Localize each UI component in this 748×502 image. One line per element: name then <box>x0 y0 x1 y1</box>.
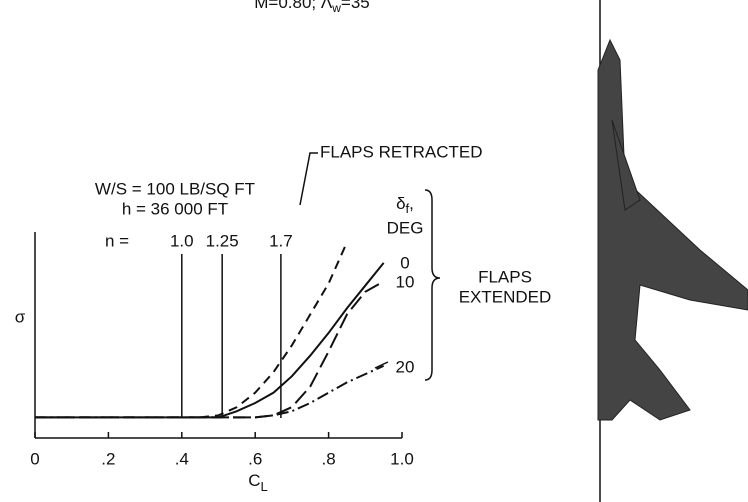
x-label-subscript: L <box>261 479 268 494</box>
series-label: 10 <box>396 272 415 291</box>
flap-text: , <box>409 194 414 213</box>
flaps-extended-label: FLAPS <box>478 267 532 286</box>
flap-subscript: f <box>406 201 410 216</box>
flap-unit: DEG <box>387 218 424 237</box>
title-subscript: w <box>331 1 341 15</box>
y-axis-label: σ <box>15 307 26 326</box>
condition: W/S = 100 LB/SQ FT <box>95 179 255 198</box>
x-tick-label: .6 <box>248 449 262 468</box>
chart-title: M=0.80; Λw=35 <box>254 0 370 15</box>
series-label: 20 <box>396 357 415 376</box>
flaps-extended-label: EXTENDED <box>459 287 552 306</box>
reference-label: 1.7 <box>269 231 293 250</box>
series-label: FLAPS RETRACTED <box>320 142 482 161</box>
x-tick-label: 1.0 <box>390 449 414 468</box>
brace <box>424 189 441 381</box>
flap-header: δf, <box>396 194 414 216</box>
x-axis-label: CL <box>248 471 268 494</box>
x-tick-label: .4 <box>175 449 189 468</box>
n-label: n = <box>105 231 129 250</box>
reference-label: 1.0 <box>170 231 194 250</box>
condition: h = 36 000 FT <box>122 199 228 218</box>
series-line <box>35 241 348 419</box>
leader-line <box>299 152 318 206</box>
aircraft-silhouette <box>597 38 748 421</box>
reference-label: 1.25 <box>206 231 239 250</box>
series-label: 0 <box>400 253 409 272</box>
x-tick-label: 0 <box>30 449 39 468</box>
title-text: M=0.80; Λ <box>254 0 333 12</box>
title-text: =35 <box>341 0 370 12</box>
flap-symbol: δ <box>396 194 405 213</box>
leader-line <box>374 361 389 369</box>
x-tick-label: .2 <box>101 449 115 468</box>
series-line <box>35 280 385 419</box>
series-line <box>35 364 385 419</box>
x-tick-label: .8 <box>322 449 336 468</box>
x-label-text: C <box>248 471 260 490</box>
series-line <box>35 262 385 419</box>
